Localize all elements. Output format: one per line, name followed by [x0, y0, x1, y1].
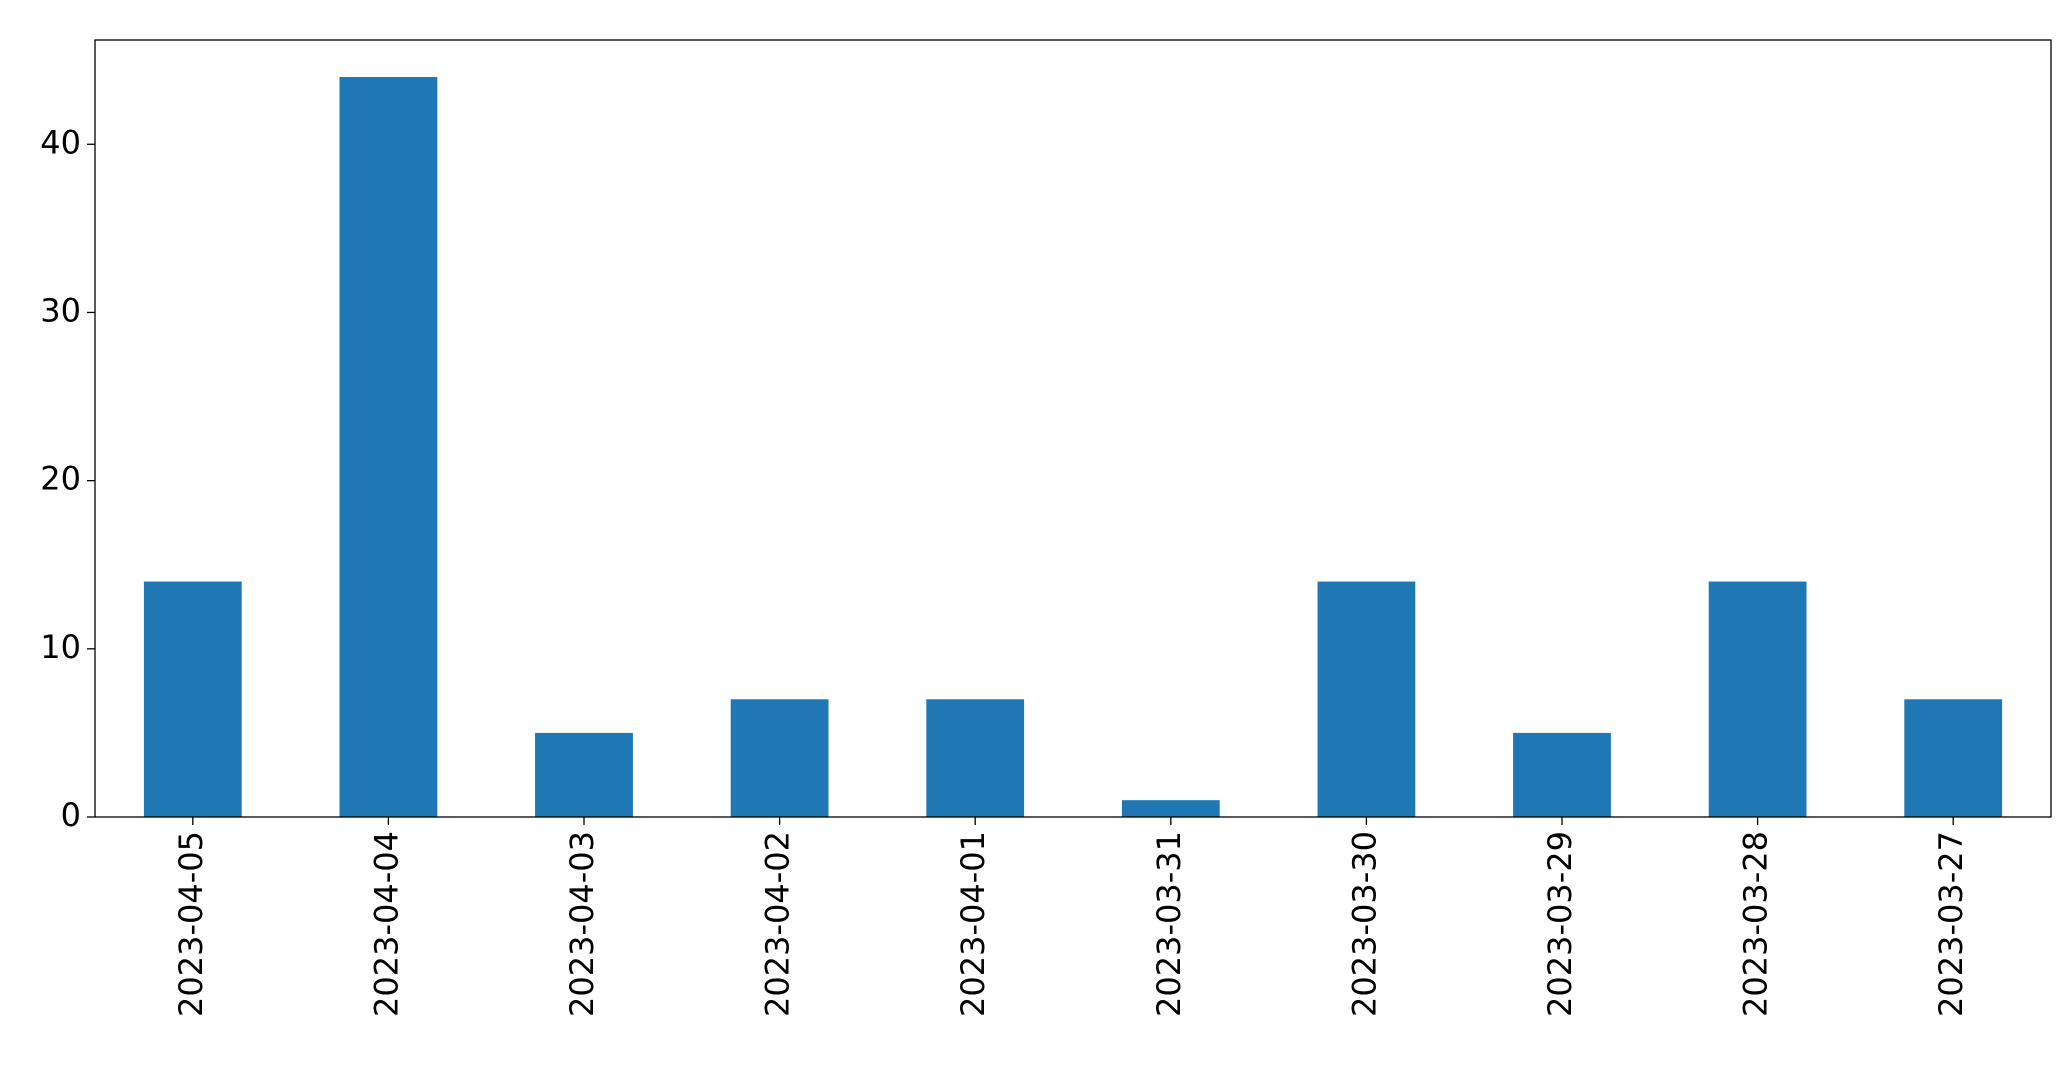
x-tick-label: 2023-03-28 [1737, 831, 1775, 1017]
bar [535, 732, 633, 817]
x-tick-label: 2023-04-04 [367, 831, 405, 1017]
y-tick-label: 0 [61, 796, 81, 834]
bar [730, 699, 829, 817]
bar [143, 581, 242, 817]
bar [1513, 732, 1611, 817]
x-tick-label: 2023-03-31 [1150, 831, 1188, 1017]
bar [339, 77, 438, 817]
bar [926, 699, 1025, 817]
bar [1317, 581, 1416, 817]
y-tick-label: 40 [40, 123, 81, 161]
bar [1904, 699, 2003, 817]
x-tick-label: 2023-04-05 [172, 831, 210, 1017]
x-tick-label: 2023-03-27 [1932, 831, 1970, 1017]
y-tick-label: 20 [40, 460, 81, 498]
bar [1708, 581, 1807, 817]
x-tick-label: 2023-03-29 [1541, 831, 1579, 1017]
x-tick-label: 2023-04-02 [759, 831, 797, 1017]
y-tick-label: 10 [40, 628, 81, 666]
x-tick-label: 2023-04-03 [563, 831, 601, 1017]
x-tick-label: 2023-03-30 [1345, 831, 1383, 1017]
bar [1121, 800, 1220, 817]
plot-frame [94, 39, 2052, 818]
y-tick-label: 30 [40, 291, 81, 329]
x-tick-label: 2023-04-01 [954, 831, 992, 1017]
